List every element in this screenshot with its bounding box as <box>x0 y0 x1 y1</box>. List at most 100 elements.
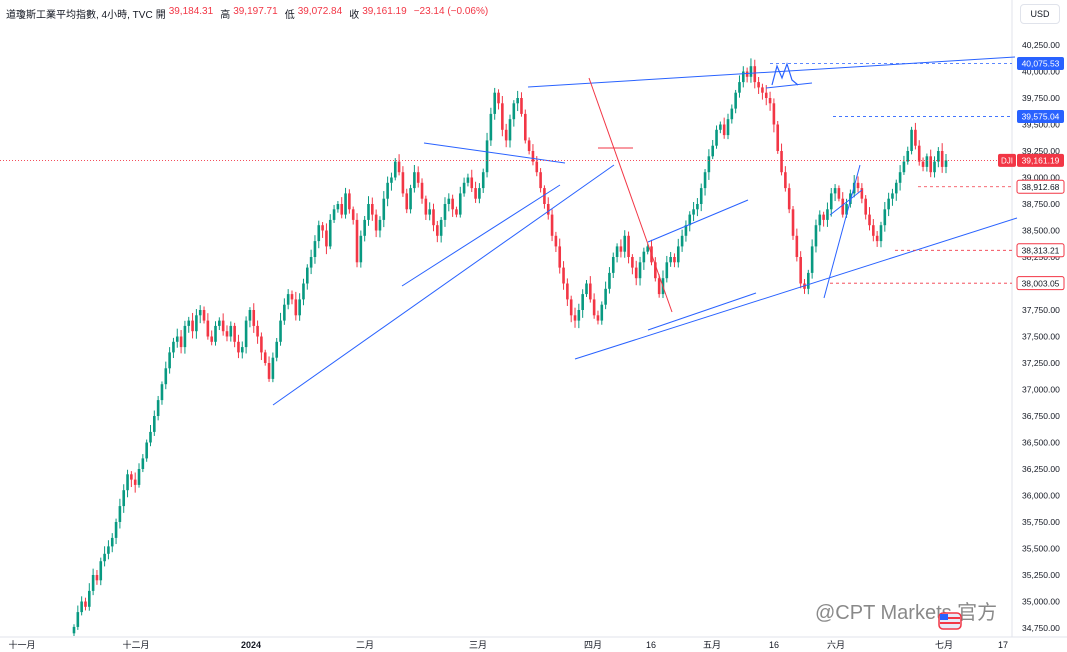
price-label-text: 39,161.19 <box>1022 156 1060 166</box>
candle-body <box>80 601 83 613</box>
y-tick-label: 37,500.00 <box>1022 332 1060 342</box>
candle-body <box>363 219 366 236</box>
y-tick-label: 35,000.00 <box>1022 597 1060 607</box>
y-tick-label: 35,250.00 <box>1022 570 1060 580</box>
candle-body <box>906 151 910 162</box>
candle-body <box>76 612 80 627</box>
candle-body <box>734 92 737 109</box>
trendline <box>647 292 757 331</box>
candle-body <box>336 204 340 210</box>
candle-body <box>512 103 516 120</box>
y-tick-label: 39,250.00 <box>1022 146 1060 156</box>
candle-body <box>401 172 405 194</box>
candle-body <box>696 204 699 210</box>
legend-open-value: 39,184.31 <box>168 6 214 17</box>
candle-body <box>910 129 913 151</box>
candle-body <box>153 416 156 432</box>
candle-body <box>914 129 917 146</box>
candle-body <box>485 140 489 173</box>
candle-body <box>516 98 519 104</box>
candle-body <box>531 151 535 162</box>
candle-body <box>722 124 726 136</box>
candle-body <box>313 241 317 257</box>
candle-body <box>141 458 145 469</box>
candle-body <box>256 325 259 337</box>
candle-body <box>126 474 129 491</box>
candle-body <box>757 82 760 88</box>
candle-body <box>382 198 386 220</box>
candle-body <box>164 368 168 385</box>
candle-body <box>156 400 160 416</box>
candle-body <box>187 320 191 326</box>
candle-body <box>416 172 420 183</box>
candle-body <box>894 182 898 194</box>
candle-body <box>240 347 244 353</box>
candle-body <box>481 172 485 189</box>
y-tick-label: 39,500.00 <box>1022 120 1060 130</box>
candle-body <box>149 431 152 443</box>
x-tick-label: 2024 <box>241 640 261 650</box>
candle-body <box>577 310 581 321</box>
legend-close-label: 收 <box>349 10 360 21</box>
candle-body <box>355 219 359 263</box>
candle-body <box>225 331 229 337</box>
x-tick-label: 六月 <box>827 639 845 650</box>
candle-body <box>829 193 833 210</box>
candle-body <box>623 235 627 252</box>
x-tick-label: 17 <box>998 640 1008 650</box>
trendline <box>423 142 566 164</box>
candle-body <box>562 267 565 284</box>
legend-low-label: 低 <box>284 10 295 21</box>
candle-body <box>118 506 122 522</box>
candle-body <box>95 575 99 581</box>
candle-body <box>84 601 87 607</box>
candle-body <box>443 204 447 220</box>
candle-body <box>413 172 416 189</box>
x-tick-label: 16 <box>769 640 779 650</box>
candle-body <box>738 82 741 93</box>
candle-body <box>233 325 236 342</box>
candle-body <box>868 214 871 226</box>
candle-body <box>374 214 378 231</box>
candle-body <box>688 214 692 226</box>
candle-body <box>283 304 286 321</box>
candle-body <box>619 246 623 252</box>
price-label-box <box>1017 56 1064 70</box>
candle-body <box>791 209 795 236</box>
candle-body <box>520 98 523 114</box>
candle-body <box>305 267 309 284</box>
legend-symbol: 道瓊斯工業平均指數, 4小時, TVC <box>6 10 153 21</box>
candle-body <box>206 320 210 337</box>
candle-body <box>726 119 730 136</box>
candle-body <box>302 283 305 300</box>
candle-body <box>325 230 328 247</box>
candle-body <box>642 251 646 263</box>
candle-body <box>680 235 684 247</box>
candle-body <box>627 235 630 257</box>
y-tick-label: 35,500.00 <box>1022 544 1060 554</box>
candle-body <box>527 140 531 151</box>
candle-body <box>367 204 370 220</box>
legend-change-value: −23.14 (−0.06%) <box>413 6 489 17</box>
candle-body <box>420 182 424 199</box>
candle-body <box>470 177 474 189</box>
currency-button[interactable]: USD <box>1020 4 1060 24</box>
candle-body <box>646 246 649 252</box>
candle-body <box>493 92 497 114</box>
candle-body <box>172 341 175 353</box>
candle-body <box>543 188 546 204</box>
candle-body <box>719 124 722 130</box>
price-label-text: 40,075.53 <box>1022 59 1060 69</box>
candle-body <box>638 262 642 279</box>
candle-body <box>432 209 435 226</box>
candle-body <box>692 209 695 215</box>
legend-high-value: 39,197.71 <box>233 6 278 17</box>
candle-body <box>902 161 906 173</box>
price-label-box <box>1017 153 1064 167</box>
candle-body <box>210 336 213 342</box>
candle-body <box>684 225 688 236</box>
candle-body <box>340 204 344 215</box>
candle-body <box>872 225 875 236</box>
candle-body <box>917 145 921 162</box>
